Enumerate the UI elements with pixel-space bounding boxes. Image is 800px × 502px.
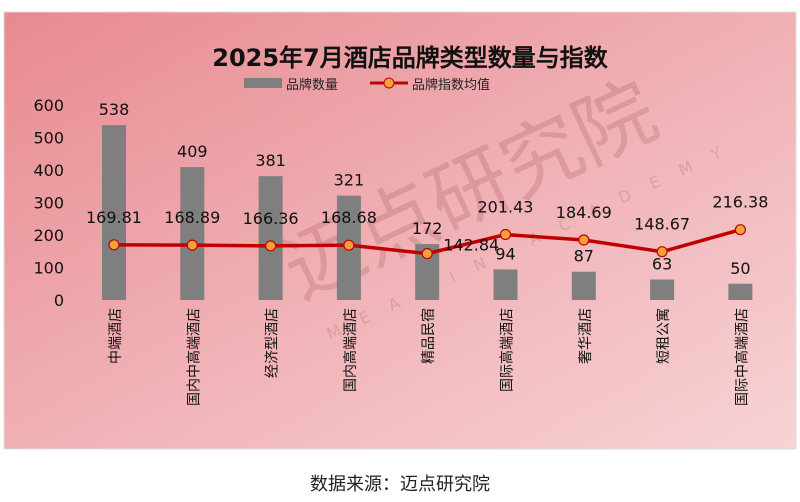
chart-background: [3, 11, 797, 450]
line-marker: [343, 239, 355, 251]
bar-value-label: 409: [177, 142, 208, 161]
x-tick-label: 国内高端酒店: [342, 308, 359, 392]
y-axis: 0 100 200 300 400 500 600: [33, 96, 64, 310]
line-value-label: 148.67: [634, 215, 690, 234]
index-line: 169.81 168.89 166.36 168.68 142.84 201.43 184.…: [86, 193, 768, 260]
x-tick-label: 经济型酒店: [265, 308, 281, 378]
x-tick-label: 精品民宿: [420, 308, 437, 364]
legend-bar-label: 品牌数量: [286, 77, 338, 93]
y-tick-label: 200: [33, 226, 64, 245]
bar-value-label: 381: [255, 151, 286, 170]
chart-title: 2025年7月酒店品牌类型数量与指数: [212, 44, 608, 72]
bar-value-label: 321: [334, 171, 365, 190]
bar: [258, 176, 283, 300]
bar-value-label: 538: [99, 100, 130, 119]
bar-value-label: 87: [574, 247, 594, 266]
legend-line-marker: [383, 77, 395, 89]
line-value-label: 168.89: [164, 208, 220, 227]
line-marker: [656, 246, 668, 258]
y-tick-label: 300: [33, 194, 64, 213]
line-marker: [578, 234, 590, 246]
line-marker: [499, 228, 512, 241]
line-value-label: 184.69: [556, 203, 612, 222]
bar: [102, 125, 126, 301]
y-tick-label: 400: [33, 161, 64, 180]
bar-value-label: 172: [412, 219, 443, 238]
bar: [728, 283, 753, 300]
line-marker: [265, 240, 277, 252]
x-tick-label: 国内中高端酒店: [185, 308, 202, 406]
y-tick-label: 500: [33, 129, 64, 148]
bar-value-label: 63: [652, 255, 672, 274]
line-marker: [421, 247, 433, 260]
bar-value-label: 94: [495, 244, 515, 263]
y-tick-label: 100: [33, 259, 64, 278]
bars: 538 409 381 321 172 94 87 63 50: [99, 100, 753, 301]
line-marker: [734, 224, 747, 236]
bar: [571, 271, 596, 300]
x-axis: 中端酒店 国内中高端酒店 经济型酒店 国内高端酒店 精品民宿 国际高端酒店 奢华酒店 短租公寓…: [108, 308, 750, 406]
legend: 品牌数量 品牌指数均值: [244, 77, 490, 93]
bar: [650, 279, 675, 300]
line-value-label: 216.38: [712, 193, 768, 212]
legend-bar-swatch: [244, 78, 282, 88]
y-tick-label: 0: [54, 291, 64, 310]
y-tick-label: 600: [33, 96, 64, 115]
source-note: 数据来源：迈点研究院: [310, 474, 490, 495]
x-tick-label: 短租公寓: [655, 308, 672, 364]
x-tick-label: 国际中高端酒店: [733, 308, 750, 406]
line-value-label: 201.43: [478, 198, 534, 217]
bar: [493, 269, 518, 300]
x-tick-label: 奢华酒店: [578, 308, 594, 364]
legend-line-label: 品牌指数均值: [412, 77, 490, 93]
line-value-label: 166.36: [243, 209, 299, 228]
x-tick-label: 中端酒店: [108, 308, 124, 364]
line-marker: [108, 239, 120, 251]
line-value-label: 168.68: [321, 208, 377, 227]
line-value-label: 142.84: [443, 236, 499, 255]
line-value-label: 169.81: [86, 208, 142, 227]
bar-value-label: 50: [730, 259, 750, 278]
x-tick-label: 国际高端酒店: [499, 308, 516, 392]
bar: [180, 167, 205, 300]
line-marker: [186, 239, 198, 251]
